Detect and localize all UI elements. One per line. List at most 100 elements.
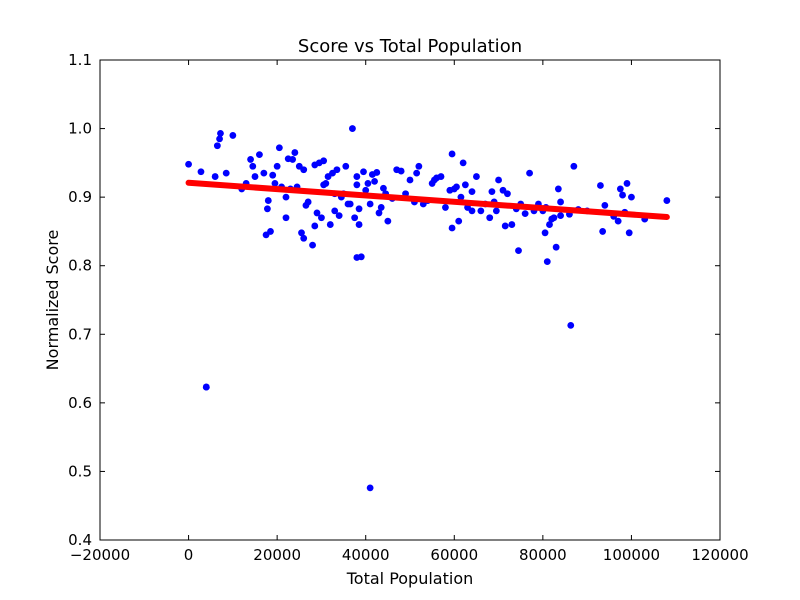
data-point: [541, 229, 549, 237]
data-point: [351, 214, 359, 222]
data-point: [291, 149, 299, 156]
data-point: [567, 321, 575, 329]
data-point: [557, 212, 564, 220]
data-point: [353, 254, 361, 261]
data-point: [501, 222, 509, 230]
data-point: [264, 205, 271, 213]
y-tick-label: 0.9: [68, 188, 92, 206]
data-point: [264, 197, 272, 204]
data-point: [570, 162, 578, 170]
data-point: [222, 169, 230, 177]
data-point: [269, 171, 277, 179]
data-point: [614, 217, 622, 225]
plot-frame: [99, 59, 721, 541]
data-point: [413, 169, 421, 177]
data-point: [333, 166, 341, 174]
data-point: [300, 234, 308, 242]
data-point: [256, 151, 263, 159]
fit-layer: [185, 179, 670, 221]
data-point: [492, 207, 500, 215]
data-point: [355, 221, 363, 228]
data-point: [486, 214, 494, 222]
data-point: [473, 173, 480, 180]
data-point: [311, 222, 319, 230]
data-point: [247, 156, 254, 163]
data-point: [353, 181, 361, 189]
data-point: [623, 180, 631, 187]
data-point: [313, 209, 321, 217]
data-point: [300, 166, 308, 174]
data-point: [515, 247, 522, 255]
data-point: [521, 210, 529, 218]
data-point: [415, 162, 423, 170]
x-tick-label: 40000: [342, 546, 390, 564]
y-tick-label: 0.7: [68, 325, 92, 343]
x-tick-label: −20000: [70, 546, 130, 564]
y-tick-label: 1.0: [68, 120, 92, 138]
data-point: [504, 190, 511, 198]
chart-title: Score vs Total Population: [298, 36, 522, 57]
data-point: [185, 160, 192, 168]
data-point: [320, 157, 328, 165]
data-point: [342, 162, 350, 170]
data-point: [360, 168, 367, 176]
y-tick-label: 0.6: [68, 394, 92, 412]
data-point: [628, 193, 635, 201]
data-point: [448, 224, 456, 232]
data-point: [197, 168, 205, 176]
y-tick-label: 0.4: [68, 531, 92, 549]
data-point: [550, 214, 558, 222]
ticks-layer: −20000 0 20000 40000 60000 80000 100000 120000 0…: [68, 51, 748, 564]
data-point: [260, 169, 268, 177]
plot-background: [100, 60, 720, 540]
data-point: [599, 228, 607, 235]
data-point: [526, 169, 533, 177]
data-point: [273, 162, 281, 170]
data-point: [249, 162, 257, 170]
data-point: [384, 217, 392, 225]
y-tick-label: 0.8: [68, 257, 92, 275]
data-point: [289, 156, 297, 163]
x-tick-label: 60000: [430, 546, 478, 564]
x-tick-label: 120000: [691, 546, 748, 564]
data-point: [364, 180, 372, 187]
data-point: [282, 214, 290, 222]
data-point: [437, 173, 445, 180]
data-point: [366, 484, 374, 492]
data-point: [468, 188, 476, 196]
data-point: [275, 144, 283, 152]
data-point: [597, 182, 604, 189]
data-point: [318, 214, 325, 222]
data-point: [349, 125, 356, 132]
data-point: [468, 207, 476, 215]
data-point: [663, 197, 671, 204]
data-point: [625, 229, 633, 237]
data-point: [309, 241, 316, 249]
data-point: [375, 209, 383, 217]
data-point: [355, 205, 363, 213]
data-point: [377, 204, 385, 211]
data-point: [457, 193, 465, 201]
data-point: [543, 258, 551, 265]
data-point: [346, 200, 354, 208]
data-point: [552, 243, 560, 251]
data-point: [216, 135, 223, 143]
data-point: [282, 193, 290, 201]
data-point: [380, 184, 387, 192]
data-point: [488, 188, 496, 196]
points-layer: [185, 125, 671, 492]
data-point: [298, 229, 305, 237]
data-point: [353, 173, 361, 180]
data-point: [213, 142, 221, 150]
data-point: [320, 181, 328, 189]
data-point: [202, 383, 210, 391]
y-tick-label: 0.5: [68, 462, 92, 480]
data-point: [459, 159, 467, 167]
data-point: [397, 167, 405, 175]
fit-line: [185, 179, 670, 221]
data-point: [251, 173, 259, 180]
data-point: [477, 207, 485, 215]
data-point: [326, 221, 334, 228]
data-point: [616, 185, 624, 193]
